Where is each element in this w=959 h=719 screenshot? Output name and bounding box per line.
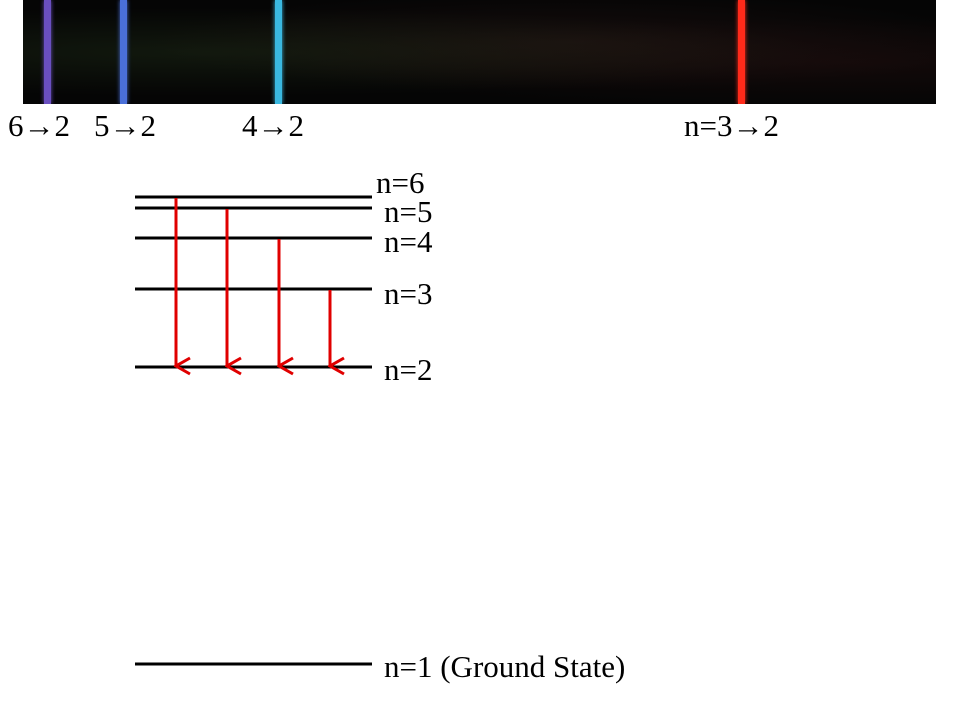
spectral-label-4-to-2: 4→2 [242, 108, 304, 143]
level-label-n4: n=4 [384, 224, 433, 259]
level-label-n5: n=5 [384, 194, 433, 229]
spectrum-background [23, 0, 936, 104]
spectral-line-4-to-2 [275, 0, 282, 104]
spectral-label-3-to-2: n=3→2 [684, 108, 779, 143]
emission-spectrum [23, 0, 936, 104]
spectral-line-6-to-2 [44, 0, 51, 104]
level-label-n1: n=1 (Ground State) [384, 649, 626, 684]
level-label-n2: n=2 [384, 352, 433, 387]
level-label-n3: n=3 [384, 276, 433, 311]
spectral-line-5-to-2 [120, 0, 127, 104]
level-label-n6: n=6 [376, 165, 425, 200]
spectral-line-3-to-2 [738, 0, 745, 104]
spectral-label-6-to-2: 6→2 [8, 108, 70, 143]
spectral-label-5-to-2: 5→2 [94, 108, 156, 143]
